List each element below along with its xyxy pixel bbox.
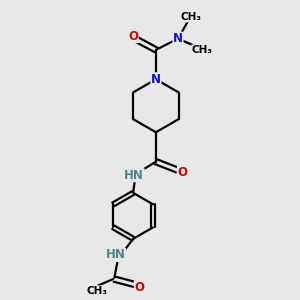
Text: O: O: [128, 29, 138, 43]
Text: CH₃: CH₃: [180, 12, 201, 22]
Text: HN: HN: [124, 169, 144, 182]
Text: HN: HN: [106, 248, 125, 262]
Text: O: O: [177, 167, 188, 179]
Text: N: N: [173, 32, 183, 45]
Text: N: N: [151, 73, 161, 86]
Text: CH₃: CH₃: [86, 286, 107, 296]
Text: CH₃: CH₃: [192, 45, 213, 55]
Text: O: O: [134, 281, 144, 294]
